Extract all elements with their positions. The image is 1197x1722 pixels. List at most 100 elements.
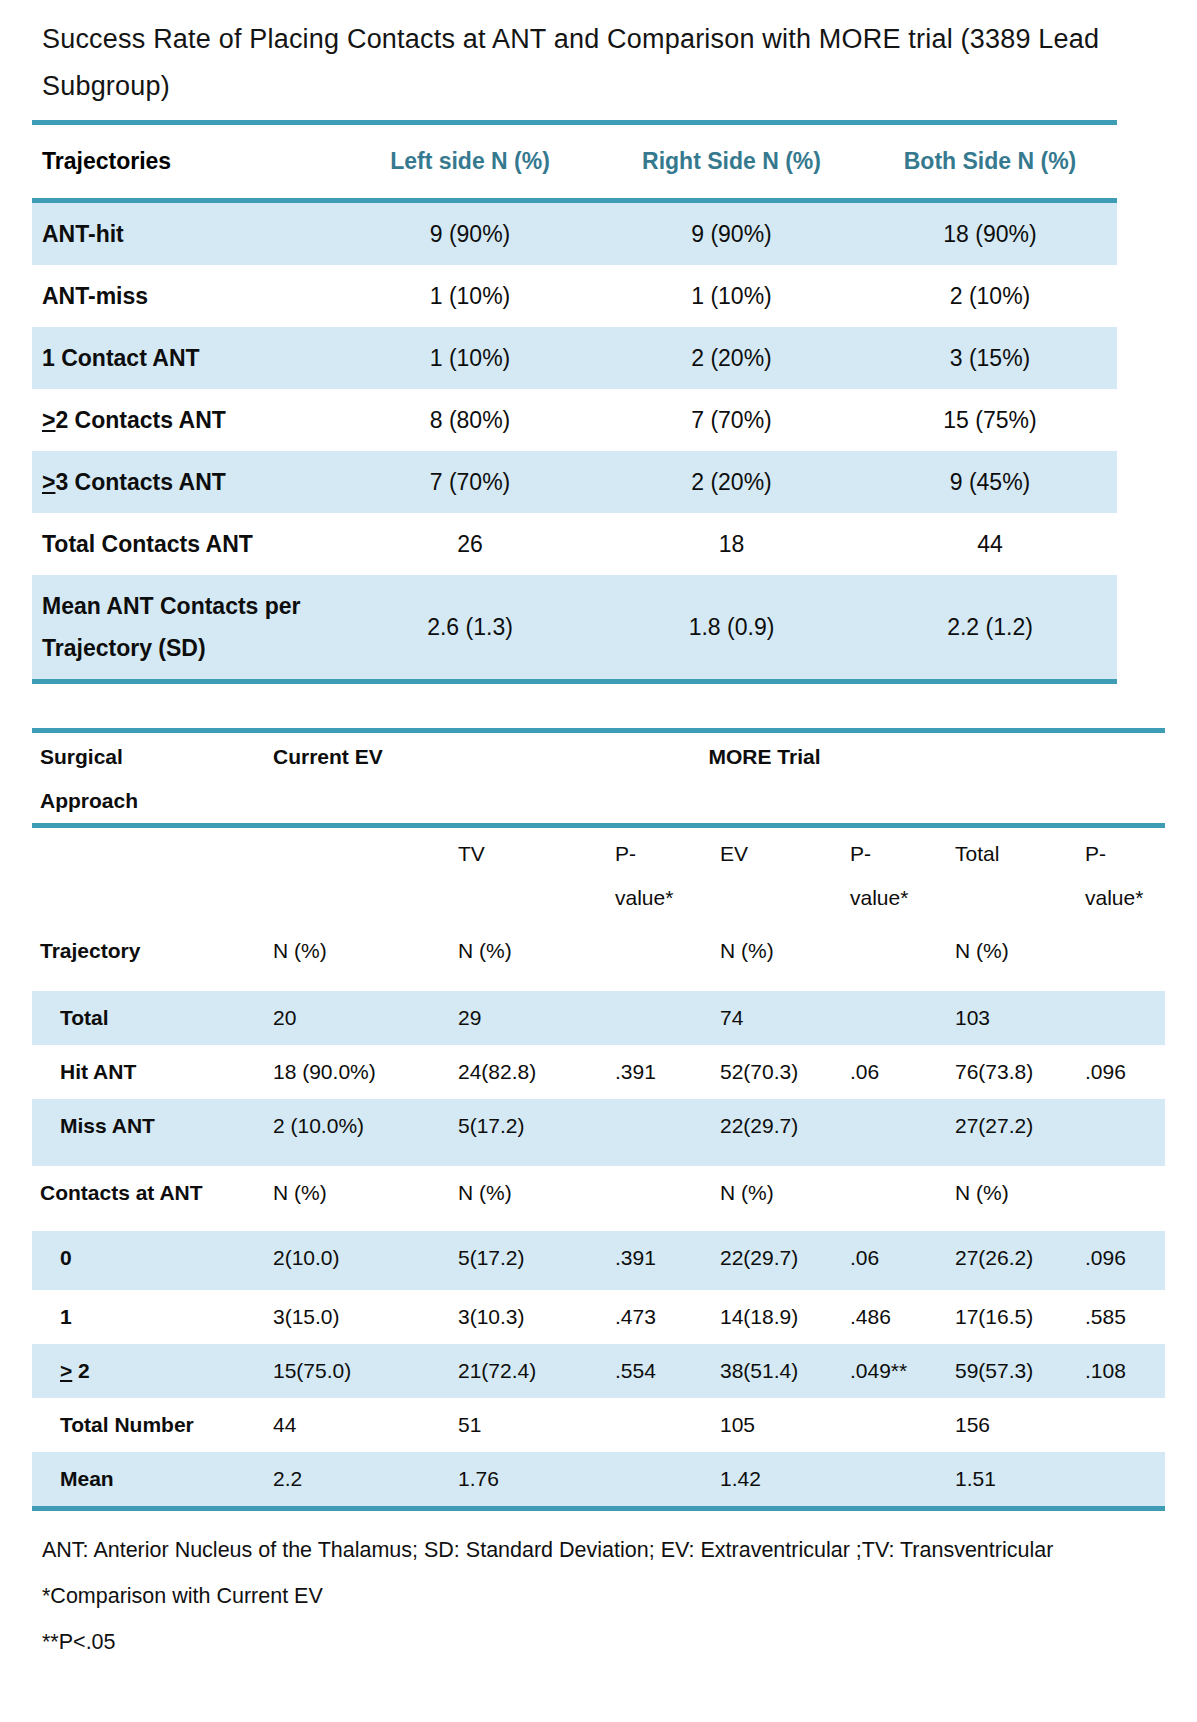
table-cell [1077,991,1165,1045]
table-cell: 2 (10.0%) [265,1099,450,1166]
table-cell: 2.2 (1.2) [863,575,1117,682]
table-row: Mean2.21.761.421.51 [32,1452,1165,1509]
table-cell [1077,1166,1165,1231]
column-header: Right Side N (%) [600,123,863,201]
table-row: >3 Contacts ANT7 (70%)2 (20%)9 (45%) [32,451,1117,513]
empty-header-cell [1077,731,1165,826]
table-cell: N (%) [265,1166,450,1231]
table-row: 1 Contact ANT1 (10%)2 (20%)3 (15%) [32,327,1117,389]
row-label: >3 Contacts ANT [32,451,340,513]
surgical-approach-header: Surgical Approach [32,731,265,826]
table-cell: 27(26.2) [947,1231,1077,1290]
row-label: Hit ANT [32,1045,265,1099]
table-cell: 22(29.7) [712,1099,842,1166]
footnote-abbreviations: ANT: Anterior Nucleus of the Thalamus; S… [42,1527,1167,1573]
table-cell: 105 [712,1398,842,1452]
subcolumn-header: P- value* [1077,826,1165,925]
table-cell [842,1166,947,1231]
subcolumn-header: EV [712,826,842,925]
table-cell: 7 (70%) [340,451,600,513]
table-cell: 2.6 (1.3) [340,575,600,682]
footnote-comparison: *Comparison with Current EV [42,1573,1167,1619]
table-cell: 8 (80%) [340,389,600,451]
table-cell: 18 [600,513,863,575]
table-cell: .486 [842,1290,947,1344]
table-cell: 26 [340,513,600,575]
column-header: Both Side N (%) [863,123,1117,201]
table-cell: N (%) [947,924,1077,991]
table-cell: .06 [842,1231,947,1290]
more-trial-header: MORE Trial [450,731,1077,826]
table-cell: 1 (10%) [340,265,600,327]
table-cell: 20 [265,991,450,1045]
table-row: >2 Contacts ANT8 (80%)7 (70%)15 (75%) [32,389,1117,451]
table-cell: .391 [607,1231,712,1290]
comparison-unit-header-row: TrajectoryN (%)N (%)N (%)N (%) [32,924,1165,991]
table-cell: 1.8 (0.9) [600,575,863,682]
table-cell: 44 [265,1398,450,1452]
table-cell: .06 [842,1045,947,1099]
table-cell: 1.42 [712,1452,842,1509]
table-cell: 22(29.7) [712,1231,842,1290]
table-cell: .108 [1077,1344,1165,1398]
table-cell: 44 [863,513,1117,575]
table-row: ANT-hit9 (90%)9 (90%)18 (90%) [32,201,1117,266]
comparison-group-header-row: Surgical Approach Current EV MORE Trial [32,731,1165,826]
row-label: Trajectory [32,924,265,991]
table-cell: 2(10.0) [265,1231,450,1290]
table-cell: 52(70.3) [712,1045,842,1099]
table-cell: 51 [450,1398,607,1452]
table-cell: N (%) [265,924,450,991]
table-cell: N (%) [450,924,607,991]
table-cell [1077,924,1165,991]
table-cell: 2 (10%) [863,265,1117,327]
table-cell: 1.51 [947,1452,1077,1509]
row-label: > 2 [32,1344,265,1398]
table-cell [1077,1452,1165,1509]
table-cell [842,1452,947,1509]
column-header: Left side N (%) [340,123,600,201]
table-cell: 156 [947,1398,1077,1452]
table-row: 13(15.0)3(10.3).47314(18.9).48617(16.5).… [32,1290,1165,1344]
table-row: Total202974103 [32,991,1165,1045]
comparison-subheader-row: TVP- value*EVP- value*TotalP- value* [32,826,1165,925]
row-label: Total [32,991,265,1045]
table-cell: 27(27.2) [947,1099,1077,1166]
table-cell: 2.2 [265,1452,450,1509]
table-cell: 9 (90%) [340,201,600,266]
row-label: Miss ANT [32,1099,265,1166]
row-label: 1 Contact ANT [32,327,340,389]
table-cell: 3(15.0) [265,1290,450,1344]
table-cell: 9 (45%) [863,451,1117,513]
subcolumn-header: P- value* [842,826,947,925]
footnote-pvalue: **P<.05 [42,1619,1167,1665]
table-row: 02(10.0)5(17.2).39122(29.7).0627(26.2).0… [32,1231,1165,1290]
row-label: ANT-miss [32,265,340,327]
table-cell: 103 [947,991,1077,1045]
subcolumn-header: P- value* [607,826,712,925]
table-cell: .049** [842,1344,947,1398]
subcolumn-header: TV [450,826,607,925]
table-cell: 76(73.8) [947,1045,1077,1099]
table-cell: .554 [607,1344,712,1398]
table-cell: 38(51.4) [712,1344,842,1398]
table-row: Total Number4451105156 [32,1398,1165,1452]
table-cell: 5(17.2) [450,1099,607,1166]
table-cell: .096 [1077,1231,1165,1290]
document-page: Success Rate of Placing Contacts at ANT … [0,0,1197,1722]
table-cell: N (%) [712,924,842,991]
row-label: Total Contacts ANT [32,513,340,575]
table-cell: 29 [450,991,607,1045]
table-cell [842,1099,947,1166]
table-cell [607,924,712,991]
row-label: Contacts at ANT [32,1166,265,1231]
table-cell: N (%) [450,1166,607,1231]
subcolumn-header: Total [947,826,1077,925]
row-label: 0 [32,1231,265,1290]
table-cell: 9 (90%) [600,201,863,266]
table-cell: 18 (90%) [863,201,1117,266]
table-cell: .585 [1077,1290,1165,1344]
table-cell [842,991,947,1045]
current-ev-header: Current EV [265,731,450,826]
table-cell: 1 (10%) [340,327,600,389]
